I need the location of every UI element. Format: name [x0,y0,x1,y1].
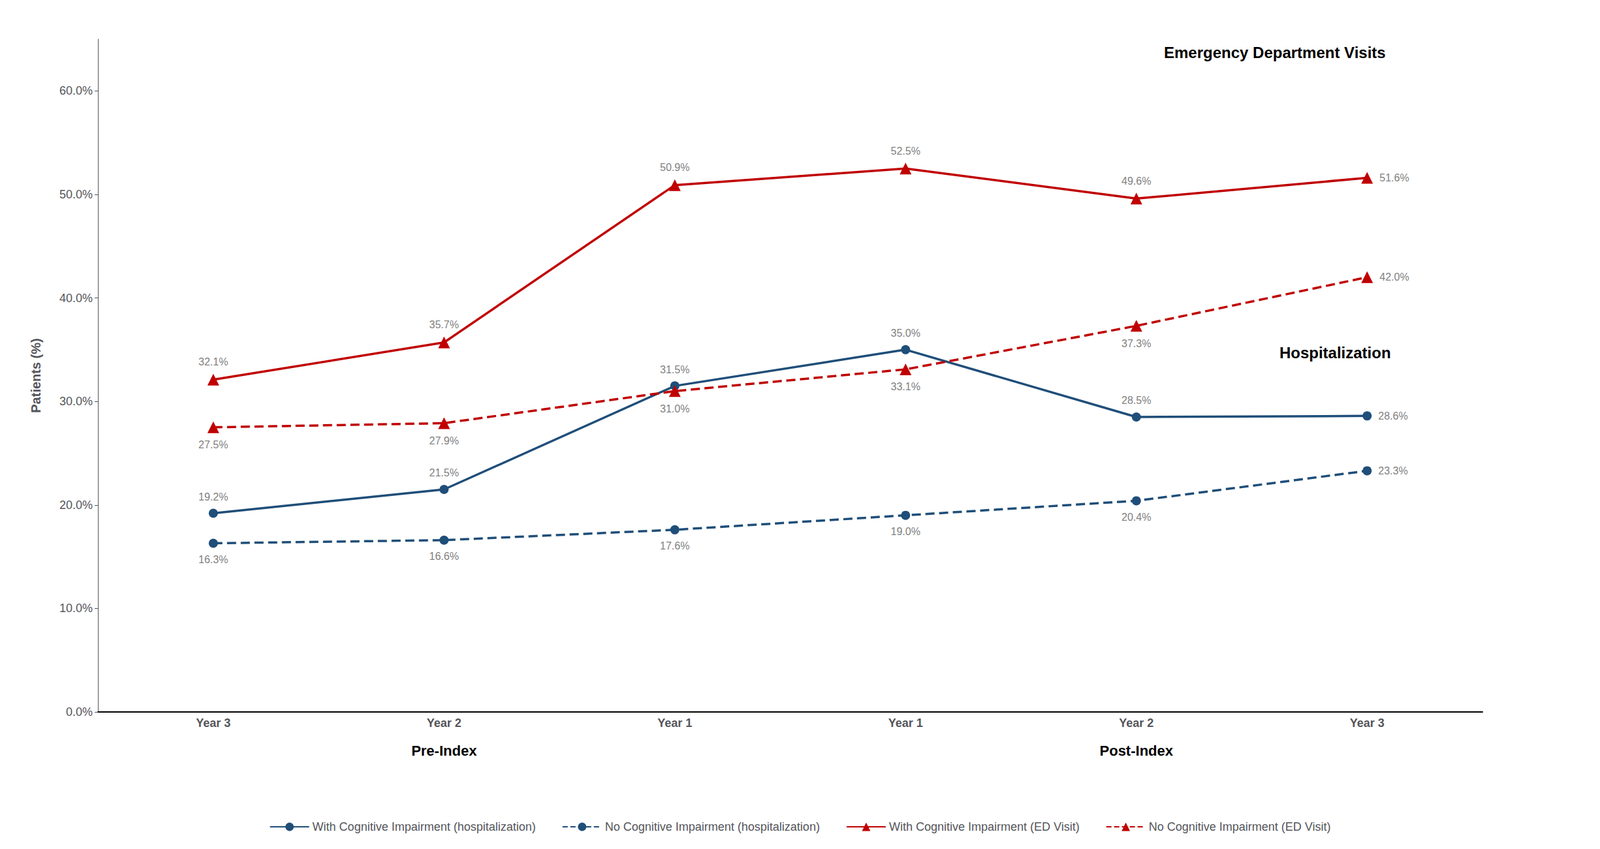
svg-text:35.7%: 35.7% [429,319,459,331]
svg-text:With Cognitive Impairment (ED: With Cognitive Impairment (ED Visit) [889,820,1080,834]
svg-text:21.5%: 21.5% [429,467,459,479]
svg-text:17.6%: 17.6% [659,540,690,552]
svg-text:0.0%: 0.0% [65,705,93,719]
svg-text:10.0%: 10.0% [59,601,93,615]
svg-text:19.0%: 19.0% [891,526,921,538]
svg-text:30.0%: 30.0% [59,394,93,408]
svg-text:49.6%: 49.6% [1121,175,1151,187]
svg-text:33.1%: 33.1% [891,381,921,393]
svg-text:Emergency Department Visits: Emergency Department Visits [1163,43,1386,62]
svg-text:50.0%: 50.0% [59,188,93,202]
svg-text:No Cognitive Impairment (ED Vi: No Cognitive Impairment (ED Visit) [1148,820,1332,834]
svg-text:Year 1: Year 1 [888,716,924,730]
svg-text:16.6%: 16.6% [429,550,459,563]
svg-text:51.6%: 51.6% [1379,172,1409,184]
svg-text:Patients (%): Patients (%) [28,338,44,413]
svg-text:40.0%: 40.0% [59,291,93,305]
svg-text:No Cognitive Impairment (hospi: No Cognitive Impairment (hospitalization… [605,820,820,834]
svg-text:19.2%: 19.2% [198,491,228,503]
svg-text:27.5%: 27.5% [198,439,228,451]
svg-text:With Cognitive Impairment (hos: With Cognitive Impairment (hospitalizati… [312,820,536,834]
svg-text:Year 3: Year 3 [1349,716,1385,730]
svg-text:31.5%: 31.5% [659,364,690,376]
svg-text:42.0%: 42.0% [1379,271,1409,283]
svg-text:35.0%: 35.0% [891,327,921,339]
svg-text:32.1%: 32.1% [198,356,228,368]
svg-text:31.0%: 31.0% [659,403,690,415]
svg-text:Year 1: Year 1 [657,716,692,730]
svg-text:Pre-Index: Pre-Index [411,742,478,760]
svg-text:50.9%: 50.9% [659,161,690,173]
svg-text:Hospitalization: Hospitalization [1279,344,1392,362]
svg-text:28.6%: 28.6% [1378,410,1408,422]
svg-text:Year 2: Year 2 [426,716,462,730]
svg-text:Year 3: Year 3 [195,716,231,730]
svg-text:60.0%: 60.0% [59,84,93,98]
svg-text:23.3%: 23.3% [1378,465,1408,477]
svg-text:28.5%: 28.5% [1121,394,1151,407]
svg-text:20.0%: 20.0% [59,498,93,512]
svg-text:27.9%: 27.9% [429,435,459,447]
svg-text:52.5%: 52.5% [891,145,921,157]
svg-text:20.4%: 20.4% [1121,511,1151,523]
svg-text:37.3%: 37.3% [1121,338,1151,350]
svg-text:16.3%: 16.3% [198,554,228,566]
svg-text:Post-Index: Post-Index [1099,742,1174,760]
svg-text:Year 2: Year 2 [1118,716,1154,730]
